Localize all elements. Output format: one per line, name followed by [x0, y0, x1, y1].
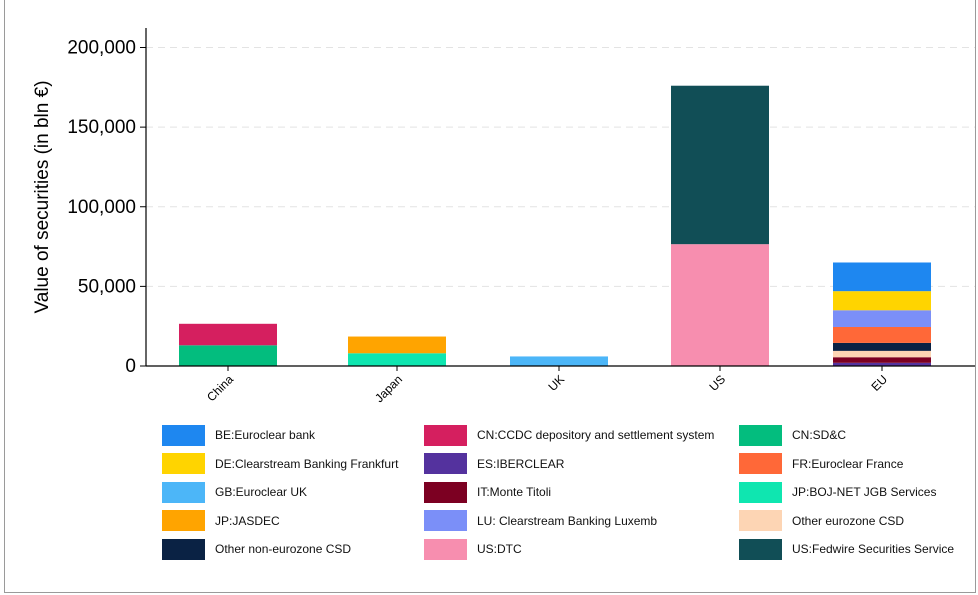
legend-label: Other non-eurozone CSD: [215, 542, 352, 557]
legend-swatch: [424, 510, 467, 532]
legend-label: Other eurozone CSD: [792, 513, 905, 528]
legend-item: US:Fedwire Securities Service: [739, 538, 954, 560]
bar-segment: [671, 244, 769, 366]
legend-item: IT:Monte Titoli: [424, 481, 551, 503]
legend-item: CN:CCDC depository and settlement system: [424, 424, 714, 446]
bar-segment: [510, 356, 608, 366]
legend-swatch: [162, 453, 205, 475]
legend-label: US:Fedwire Securities Service: [792, 542, 955, 557]
bar-segment: [833, 326, 931, 343]
legend-item: Other eurozone CSD: [739, 510, 904, 532]
x-tick-label: China: [204, 372, 236, 404]
legend-item: Other non-eurozone CSD: [162, 538, 351, 560]
y-axis-label: Value of securities (in bln €): [32, 80, 53, 313]
axes: [145, 28, 975, 367]
legend-label: JP:JASDEC: [215, 513, 280, 528]
y-tick-label: 50,000: [78, 276, 136, 297]
bar-segment: [179, 323, 277, 346]
bar-segment: [833, 262, 931, 292]
chart-frame: [4, 0, 976, 593]
legend-swatch: [739, 510, 782, 532]
legend-swatch: [739, 538, 782, 560]
bars: [179, 85, 931, 366]
legend-label: IT:Monte Titoli: [477, 485, 552, 500]
bar-segment: [833, 350, 931, 358]
gridlines: [146, 47, 975, 287]
y-tick-label: 0: [125, 356, 136, 377]
legend: BE:Euroclear bank CN:CCDC depository and …: [162, 424, 972, 564]
y-ticks: 0 50,000 100,000 150,000 200,000: [67, 38, 146, 377]
legend-label: FR:Euroclear France: [792, 456, 904, 471]
legend-label: CN:CCDC depository and settlement system: [477, 428, 715, 442]
x-tick-label: US: [706, 372, 728, 394]
legend-item: JP:JASDEC: [162, 510, 280, 532]
legend-label: JP:BOJ-NET JGB Services: [792, 485, 937, 500]
legend-swatch: [424, 424, 467, 446]
legend-swatch: [739, 453, 782, 475]
bar-segment: [833, 362, 931, 366]
legend-item: JP:BOJ-NET JGB Services: [739, 481, 936, 503]
bar-segment: [833, 342, 931, 351]
legend-item: LU: Clearstream Banking Luxemb: [424, 510, 657, 532]
legend-label: ES:IBERCLEAR: [477, 456, 565, 471]
legend-label: US:DTC: [477, 542, 522, 557]
y-tick-label: 150,000: [67, 117, 136, 138]
bar-segment: [179, 345, 277, 366]
y-tick-label: 100,000: [67, 197, 136, 218]
legend-label: CN:SD&C: [792, 428, 847, 442]
legend-item: BE:Euroclear bank: [162, 424, 315, 446]
legend-item: GB:Euroclear UK: [162, 481, 307, 503]
bar-segment: [348, 336, 446, 354]
legend-item: US:DTC: [424, 538, 522, 560]
legend-item: ES:IBERCLEAR: [424, 453, 564, 475]
legend-label: GB:Euroclear UK: [215, 485, 308, 500]
legend-swatch: [424, 481, 467, 503]
legend-label: BE:Euroclear bank: [215, 428, 316, 442]
legend-swatch: [162, 481, 205, 503]
x-ticks: China Japan UK US EU: [204, 366, 890, 405]
bar-segment: [833, 357, 931, 363]
stacked-bar-chart: 0 50,000 100,000 150,000 200,000 China Japan U…: [32, 28, 975, 405]
legend-swatch: [162, 538, 205, 560]
legend-swatch: [424, 538, 467, 560]
x-tick-label: UK: [545, 372, 567, 394]
legend-swatch: [424, 453, 467, 475]
bar-segment: [348, 353, 446, 366]
legend-swatch: [162, 510, 205, 532]
legend-swatch: [739, 481, 782, 503]
bar-segment: [833, 310, 931, 327]
legend-item: DE:Clearstream Banking Frankfurt: [162, 453, 398, 475]
x-tick-label: Japan: [372, 372, 405, 405]
bar-segment: [833, 291, 931, 311]
bar-segment: [671, 85, 769, 245]
legend-label: DE:Clearstream Banking Frankfurt: [215, 456, 399, 471]
legend-item: CN:SD&C: [739, 424, 846, 446]
legend-swatch: [162, 424, 205, 446]
legend-label: LU: Clearstream Banking Luxemb: [477, 513, 658, 528]
legend-swatch: [739, 424, 782, 446]
legend-item: FR:Euroclear France: [739, 453, 903, 475]
x-tick-label: EU: [868, 372, 890, 394]
y-tick-label: 200,000: [67, 38, 136, 59]
